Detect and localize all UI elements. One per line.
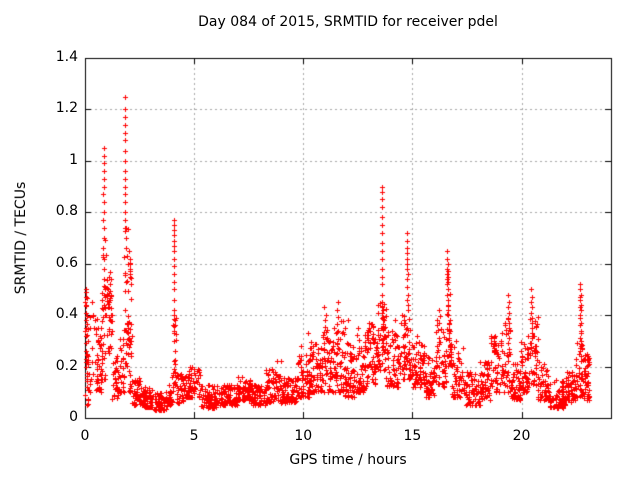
y-tick-label: 0.6 <box>55 254 78 271</box>
y-tick-label: 0.4 <box>55 306 78 323</box>
x-tick-label: 20 <box>512 428 531 444</box>
y-tick-label: 1.2 <box>55 100 78 117</box>
x-tick-label: 15 <box>403 428 422 444</box>
x-tick-label: 0 <box>80 428 90 444</box>
y-tick-label: 1 <box>69 151 78 168</box>
chart-title: Day 084 of 2015, SRMTID for receiver pde… <box>198 14 498 30</box>
y-tick-label: 0.2 <box>55 357 78 374</box>
x-tick-label: 10 <box>294 428 313 444</box>
x-axis-label: GPS time / hours <box>289 452 407 468</box>
y-axis-label: SRMTID / TECUs <box>13 181 29 295</box>
x-tick-label: 5 <box>189 428 199 444</box>
y-tick-label: 1.4 <box>55 49 78 65</box>
y-tick-label: 0 <box>69 409 78 425</box>
y-tick-label: 0.8 <box>55 203 78 220</box>
